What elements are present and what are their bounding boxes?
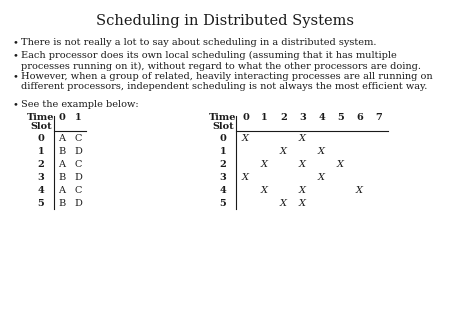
- Text: D: D: [74, 199, 82, 208]
- Text: X: X: [280, 199, 287, 208]
- Text: •: •: [12, 100, 18, 109]
- Text: 0: 0: [220, 134, 226, 143]
- Text: However, when a group of related, heavily interacting processes are all running : However, when a group of related, heavil…: [21, 72, 432, 91]
- Text: A: A: [58, 134, 66, 143]
- Text: Slot: Slot: [30, 122, 52, 131]
- Text: •: •: [12, 38, 18, 47]
- Text: 0: 0: [37, 134, 45, 143]
- Text: A: A: [58, 186, 66, 195]
- Text: Slot: Slot: [212, 122, 234, 131]
- Text: 3: 3: [38, 173, 45, 182]
- Text: X: X: [242, 134, 249, 143]
- Text: 7: 7: [375, 113, 382, 122]
- Text: 4: 4: [220, 186, 226, 195]
- Text: X: X: [299, 134, 306, 143]
- Text: 6: 6: [356, 113, 363, 122]
- Text: 4: 4: [38, 186, 45, 195]
- Text: D: D: [74, 173, 82, 182]
- Text: 5: 5: [337, 113, 344, 122]
- Text: B: B: [58, 147, 66, 156]
- Text: X: X: [356, 186, 363, 195]
- Text: X: X: [299, 199, 306, 208]
- Text: 2: 2: [38, 160, 45, 169]
- Text: 1: 1: [38, 147, 44, 156]
- Text: Time: Time: [27, 113, 55, 122]
- Text: D: D: [74, 147, 82, 156]
- Text: 1: 1: [75, 113, 81, 122]
- Text: X: X: [299, 160, 306, 169]
- Text: C: C: [74, 134, 82, 143]
- Text: X: X: [261, 160, 268, 169]
- Text: C: C: [74, 186, 82, 195]
- Text: Scheduling in Distributed Systems: Scheduling in Distributed Systems: [96, 14, 354, 28]
- Text: 1: 1: [261, 113, 268, 122]
- Text: There is not really a lot to say about scheduling in a distributed system.: There is not really a lot to say about s…: [21, 38, 377, 47]
- Text: Each processor does its own local scheduling (assuming that it has multiple
proc: Each processor does its own local schedu…: [21, 51, 421, 71]
- Text: X: X: [280, 147, 287, 156]
- Text: 3: 3: [299, 113, 306, 122]
- Text: •: •: [12, 51, 18, 60]
- Text: X: X: [242, 173, 249, 182]
- Text: 3: 3: [220, 173, 226, 182]
- Text: X: X: [337, 160, 344, 169]
- Text: 5: 5: [38, 199, 45, 208]
- Text: B: B: [58, 199, 66, 208]
- Text: 0: 0: [58, 113, 65, 122]
- Text: B: B: [58, 173, 66, 182]
- Text: A: A: [58, 160, 66, 169]
- Text: 5: 5: [220, 199, 226, 208]
- Text: X: X: [318, 173, 325, 182]
- Text: X: X: [299, 186, 306, 195]
- Text: X: X: [261, 186, 268, 195]
- Text: C: C: [74, 160, 82, 169]
- Text: 2: 2: [280, 113, 287, 122]
- Text: 2: 2: [220, 160, 226, 169]
- Text: See the example below:: See the example below:: [21, 100, 139, 109]
- Text: 4: 4: [318, 113, 325, 122]
- Text: •: •: [12, 72, 18, 81]
- Text: 1: 1: [220, 147, 226, 156]
- Text: X: X: [318, 147, 325, 156]
- Text: Time: Time: [209, 113, 237, 122]
- Text: 0: 0: [242, 113, 249, 122]
